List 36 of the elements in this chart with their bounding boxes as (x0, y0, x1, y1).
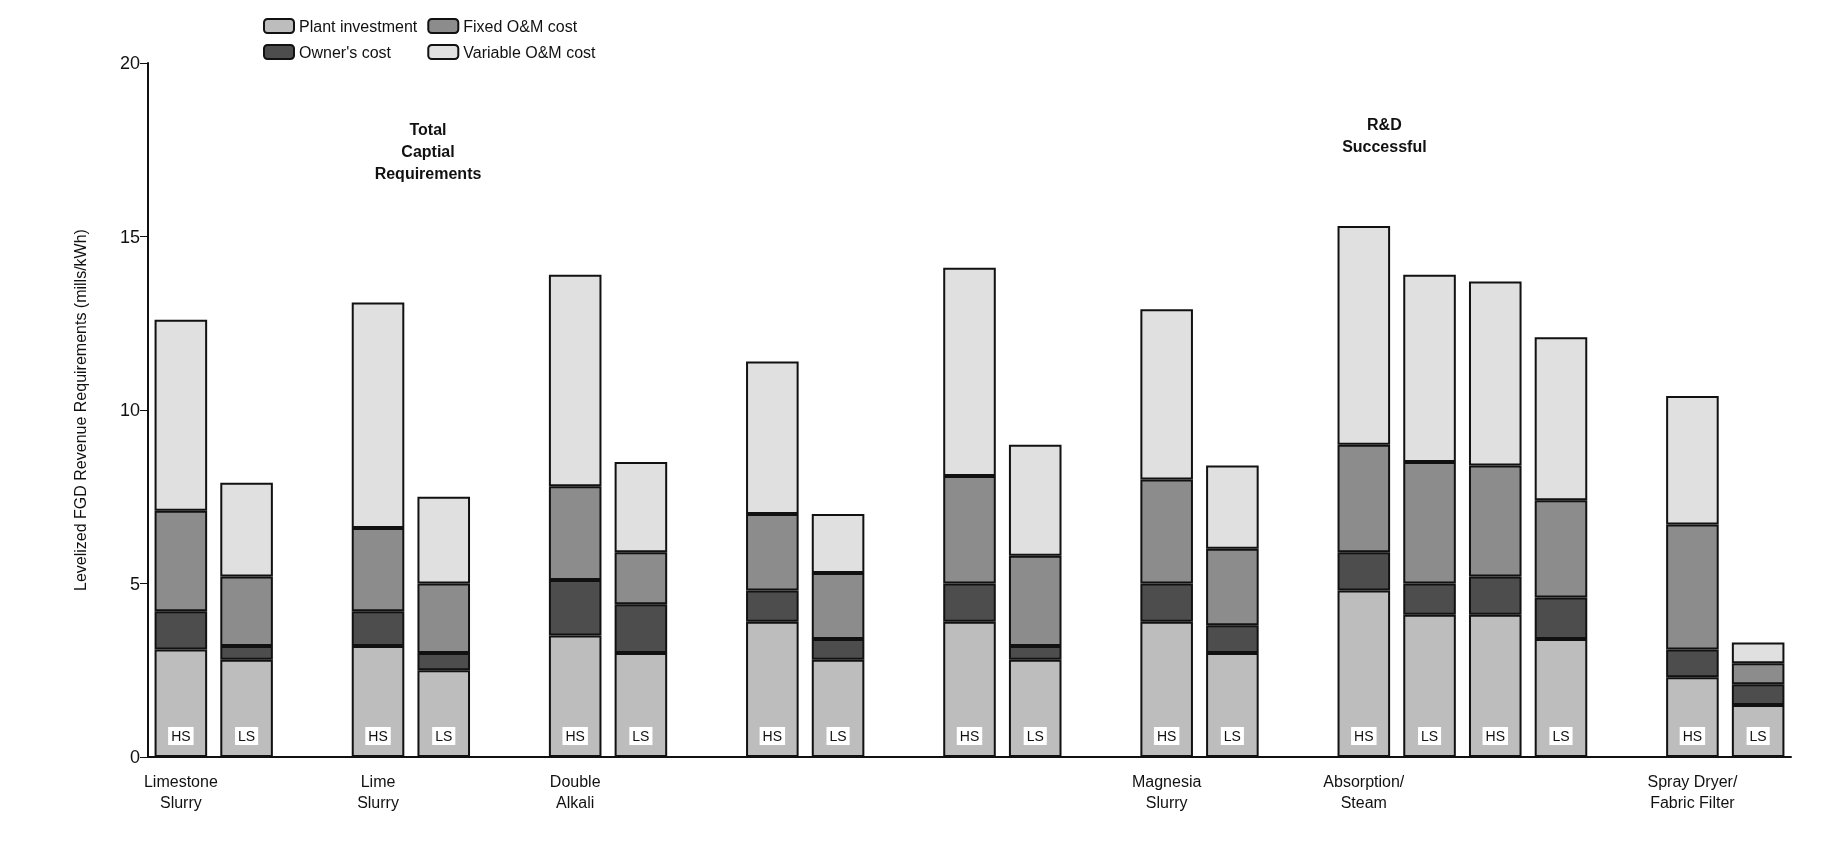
data-label: HS (762, 728, 783, 744)
data-label: HS (1485, 728, 1505, 744)
data-label: LS (1223, 728, 1241, 744)
data-label: HS (1156, 728, 1177, 744)
data-label: LS (1026, 728, 1044, 744)
x-tick-label: Limestone Slurry (143, 773, 218, 811)
data-label: LS (1552, 728, 1570, 744)
y-axis-title: Levelized FGD Revenue Requirements (mills/kWh) (71, 229, 89, 591)
x-tick-label: Lime Slurry (357, 773, 399, 811)
data-label: LS (238, 728, 256, 744)
data-label: LS (632, 728, 650, 744)
x-tick-label: Magnesia Slurry (1131, 773, 1202, 811)
data-label: LS (1749, 728, 1767, 744)
data-label: HS (171, 728, 191, 744)
y-tick-label: 15 (119, 226, 140, 247)
data-label: LS (829, 728, 847, 744)
legend-label: Plant investment (299, 17, 418, 35)
data-label: LS (1420, 728, 1439, 744)
annotation: R&D Successful (1342, 115, 1427, 155)
x-tick-label: Spray Dryer/ Fabric Filter (1647, 773, 1738, 811)
y-tick-label: 5 (129, 573, 140, 594)
legend-label: Variable O&M cost (463, 43, 597, 61)
annotation: Total Captial Requirements (374, 120, 482, 182)
data-label: HS (959, 728, 980, 744)
legend-label: Owner's cost (299, 43, 392, 61)
data-label: HS (565, 728, 585, 744)
y-tick-label: 0 (129, 747, 140, 767)
data-label: HS (1354, 728, 1374, 744)
legend-label: Fixed O&M cost (463, 17, 578, 35)
x-tick-label: Absorption/ Steam (1323, 773, 1405, 811)
data-label: LS (435, 728, 453, 744)
x-tick-label: Double Alkali (549, 773, 601, 811)
data-label: HS (1682, 728, 1703, 744)
data-label: HS (368, 728, 388, 744)
y-tick-label: 10 (119, 400, 140, 420)
y-tick-label: 20 (119, 53, 140, 73)
